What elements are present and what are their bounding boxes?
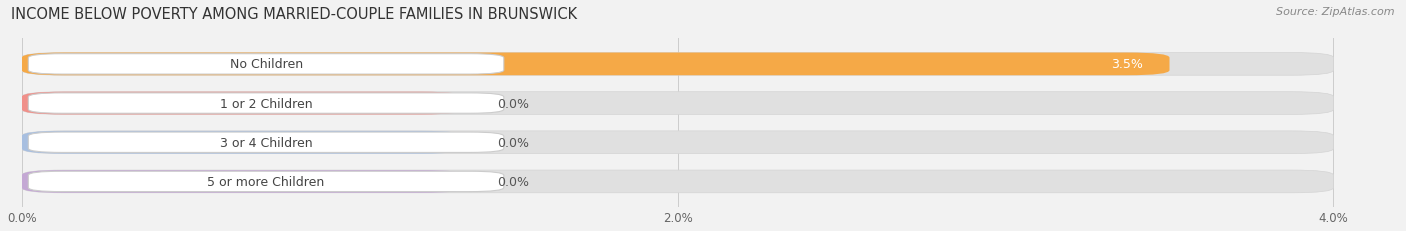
FancyBboxPatch shape xyxy=(28,55,503,75)
FancyBboxPatch shape xyxy=(21,92,1333,115)
FancyBboxPatch shape xyxy=(21,131,464,154)
Text: Source: ZipAtlas.com: Source: ZipAtlas.com xyxy=(1277,7,1395,17)
Text: 0.0%: 0.0% xyxy=(498,136,529,149)
Text: 3 or 4 Children: 3 or 4 Children xyxy=(219,136,312,149)
FancyBboxPatch shape xyxy=(21,53,1170,76)
FancyBboxPatch shape xyxy=(28,133,503,153)
Text: 5 or more Children: 5 or more Children xyxy=(208,175,325,188)
Text: INCOME BELOW POVERTY AMONG MARRIED-COUPLE FAMILIES IN BRUNSWICK: INCOME BELOW POVERTY AMONG MARRIED-COUPL… xyxy=(11,7,578,22)
FancyBboxPatch shape xyxy=(28,171,503,192)
FancyBboxPatch shape xyxy=(21,131,1333,154)
Text: 0.0%: 0.0% xyxy=(498,97,529,110)
FancyBboxPatch shape xyxy=(21,170,464,193)
FancyBboxPatch shape xyxy=(21,53,1333,76)
Text: 0.0%: 0.0% xyxy=(498,175,529,188)
Text: 1 or 2 Children: 1 or 2 Children xyxy=(219,97,312,110)
FancyBboxPatch shape xyxy=(21,92,464,115)
FancyBboxPatch shape xyxy=(28,94,503,114)
FancyBboxPatch shape xyxy=(21,170,1333,193)
Text: 3.5%: 3.5% xyxy=(1111,58,1143,71)
Text: No Children: No Children xyxy=(229,58,302,71)
